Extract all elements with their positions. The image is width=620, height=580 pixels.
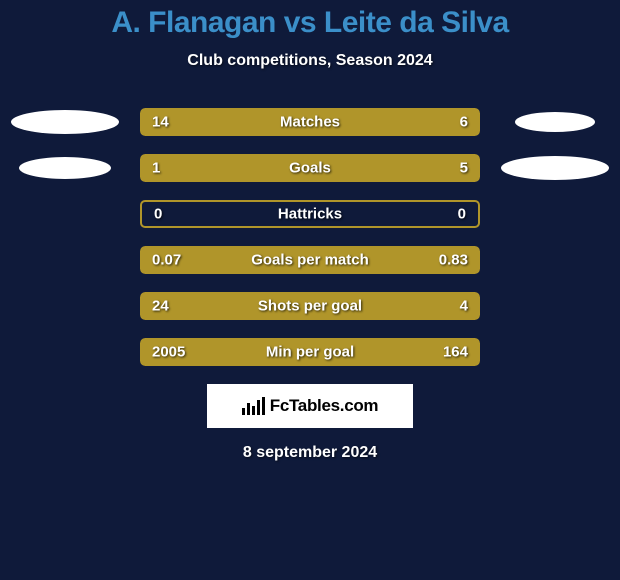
value-right: 5 [460,160,468,177]
ellipse-left [11,110,119,134]
value-right: 6 [460,114,468,131]
stat-bar: 0.07 Goals per match 0.83 [140,246,480,274]
stat-label: Goals per match [251,252,369,269]
stat-bar: 2005 Min per goal 164 [140,338,480,366]
stat-row: 0.07 Goals per match 0.83 [0,246,620,274]
stat-label: Shots per goal [258,298,362,315]
comparison-infographic: A. Flanagan vs Leite da Silva Club compe… [0,0,620,462]
value-right: 0.83 [439,252,468,269]
stat-row: 1 Goals 5 [0,154,620,182]
ellipse-right [515,112,595,132]
value-right: 4 [460,298,468,315]
stat-row: 14 Matches 6 [0,108,620,136]
date-label: 8 september 2024 [0,444,620,462]
stat-bar: 14 Matches 6 [140,108,480,136]
bar-segment-right [198,154,480,182]
page-title: A. Flanagan vs Leite da Silva [0,6,620,40]
ellipse-left-slot [6,157,124,179]
value-left: 2005 [152,344,185,361]
bars-icon [242,397,264,415]
bar-segment-left [140,108,378,136]
value-left: 1 [152,160,160,177]
stat-rows: 14 Matches 6 1 Goals 5 0 Hattricks 0 0.07 Goals pe… [0,108,620,366]
stat-bar: 0 Hattricks 0 [140,200,480,228]
stat-bar: 24 Shots per goal 4 [140,292,480,320]
ellipse-right-slot [496,112,614,132]
stat-label: Min per goal [266,344,354,361]
stat-label: Goals [289,160,331,177]
value-left: 24 [152,298,169,315]
stat-row: 0 Hattricks 0 [0,200,620,228]
stat-bar: 1 Goals 5 [140,154,480,182]
stat-label: Hattricks [278,206,342,223]
logo-badge: FcTables.com [207,384,413,428]
value-right: 0 [458,206,466,223]
stat-row: 24 Shots per goal 4 [0,292,620,320]
logo-text: FcTables.com [270,396,379,416]
value-left: 14 [152,114,169,131]
ellipse-right [501,156,609,180]
ellipse-left [19,157,111,179]
value-right: 164 [443,344,468,361]
ellipse-right-slot [496,156,614,180]
ellipse-left-slot [6,110,124,134]
stat-label: Matches [280,114,340,131]
bar-segment-right [409,292,480,320]
value-left: 0.07 [152,252,181,269]
stat-row: 2005 Min per goal 164 [0,338,620,366]
value-left: 0 [154,206,162,223]
subtitle: Club competitions, Season 2024 [0,52,620,70]
bar-segment-left [140,154,198,182]
